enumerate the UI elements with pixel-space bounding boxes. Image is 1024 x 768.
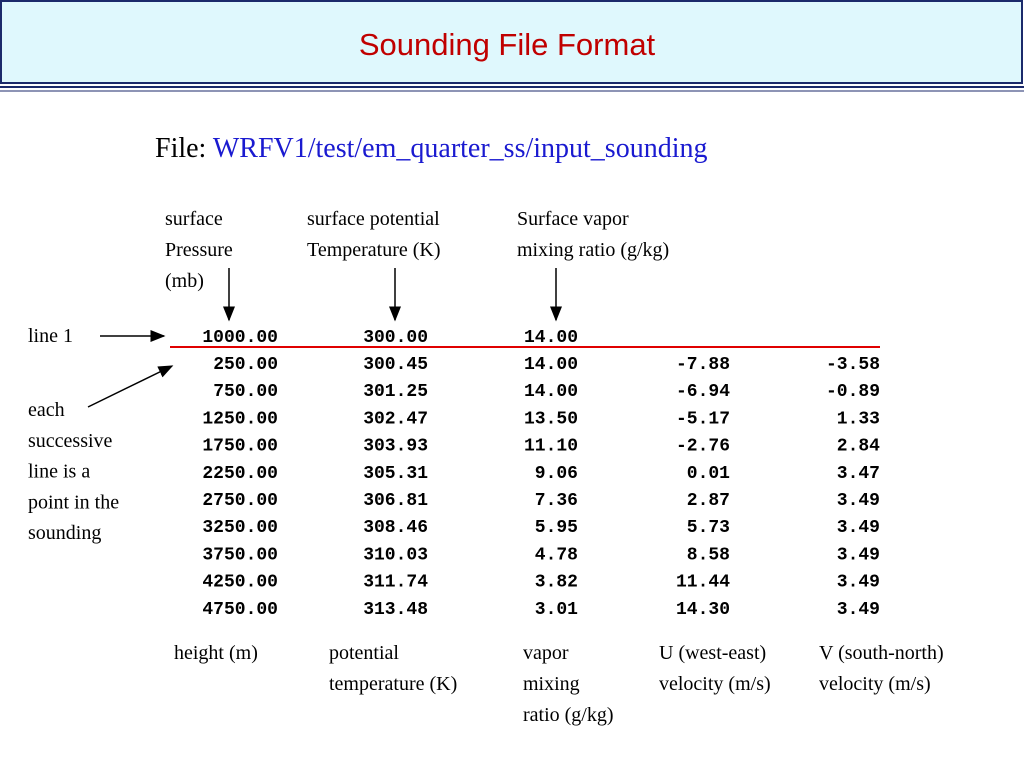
cell: -2.76	[676, 437, 730, 457]
title-bar	[0, 0, 1023, 84]
cell: 3.82	[535, 573, 578, 593]
cell: 4750.00	[202, 600, 278, 620]
bottom-label: velocity (m/s)	[819, 673, 931, 695]
cell: 750.00	[213, 382, 278, 402]
cell: 311.74	[363, 573, 428, 593]
cell: 308.46	[363, 518, 428, 538]
arrow	[87, 365, 174, 408]
cell: 300.00	[363, 328, 428, 348]
cell: 3.49	[837, 491, 880, 511]
side-label: each	[28, 399, 65, 421]
title: Sounding File Format	[359, 27, 656, 62]
cell: 14.00	[524, 328, 578, 348]
top-label: mixing ratio (g/kg)	[517, 239, 669, 261]
cell: 3250.00	[202, 518, 278, 538]
cell: 4.78	[535, 545, 578, 565]
cell: 3.01	[535, 600, 578, 620]
bottom-label: temperature (K)	[329, 673, 457, 695]
cell: 1750.00	[202, 437, 278, 457]
bottom-label: vapor	[523, 642, 569, 664]
cell: 3.47	[837, 464, 880, 484]
cell: 2.87	[687, 491, 730, 511]
cell: 302.47	[363, 409, 428, 429]
cell: 303.93	[363, 437, 428, 457]
cell: 306.81	[363, 491, 428, 511]
bottom-label: U (west-east)	[659, 642, 766, 664]
cell: 0.01	[687, 464, 730, 484]
cell: 13.50	[524, 409, 578, 429]
bottom-label: potential	[329, 642, 399, 664]
side-label: sounding	[28, 522, 101, 544]
cell: 11.10	[524, 437, 578, 457]
cell: -7.88	[676, 355, 730, 375]
file-path: WRFV1/test/em_quarter_ss/input_sounding	[213, 133, 708, 164]
cell: 3750.00	[202, 545, 278, 565]
top-label: surface	[165, 208, 223, 230]
cell: 14.00	[524, 355, 578, 375]
cell: 1250.00	[202, 409, 278, 429]
cell: 250.00	[213, 355, 278, 375]
bottom-label: mixing	[523, 673, 580, 695]
bottom-label: height (m)	[174, 642, 258, 664]
bottom-label: V (south-north)	[819, 642, 944, 664]
cell: -0.89	[826, 382, 880, 402]
bottom-label: ratio (g/kg)	[523, 704, 614, 726]
file-label: File: WRFV1/test/em_quarter_ss/input_sou…	[155, 133, 707, 164]
cell: 313.48	[363, 600, 428, 620]
cell: 3.49	[837, 600, 880, 620]
side-label: successive	[28, 430, 113, 452]
cell: 300.45	[363, 355, 428, 375]
cell: 5.95	[535, 518, 578, 538]
side-label: line 1	[28, 325, 73, 347]
top-label: Pressure	[165, 239, 233, 261]
cell: 4250.00	[202, 573, 278, 593]
top-label: Surface vapor	[517, 208, 629, 230]
cell: 2.84	[837, 437, 880, 457]
cell: 5.73	[687, 518, 730, 538]
file-prefix: File:	[155, 133, 206, 164]
top-label: (mb)	[165, 270, 204, 292]
bottom-label: velocity (m/s)	[659, 673, 771, 695]
cell: -3.58	[826, 355, 880, 375]
cell: 3.49	[837, 518, 880, 538]
cell: 310.03	[363, 545, 428, 565]
cell: 3.49	[837, 545, 880, 565]
cell: 305.31	[363, 464, 428, 484]
top-label: Temperature (K)	[307, 239, 441, 261]
cell: 1.33	[837, 409, 880, 429]
cell: 8.58	[687, 545, 730, 565]
cell: 2750.00	[202, 491, 278, 511]
cell: 301.25	[363, 382, 428, 402]
side-label: point in the	[28, 491, 119, 513]
cell: 1000.00	[202, 328, 278, 348]
side-label: line is a	[28, 461, 90, 483]
cell: 7.36	[535, 491, 578, 511]
top-label: surface potential	[307, 208, 440, 230]
cell: -6.94	[676, 382, 730, 402]
cell: 3.49	[837, 573, 880, 593]
cell: 9.06	[535, 464, 578, 484]
cell: 14.30	[676, 600, 730, 620]
cell: 11.44	[676, 573, 730, 593]
cell: -5.17	[676, 409, 730, 429]
cell: 2250.00	[202, 464, 278, 484]
cell: 14.00	[524, 382, 578, 402]
